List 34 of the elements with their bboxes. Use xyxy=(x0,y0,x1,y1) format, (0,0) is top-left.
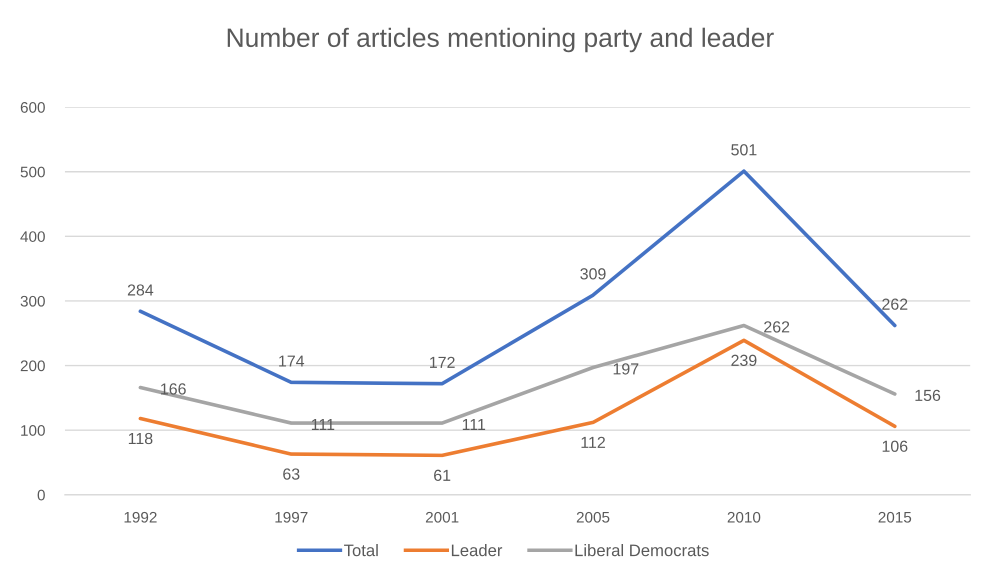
chart-title: Number of articles mentioning party and leader xyxy=(228,28,774,52)
y-tick-label: 100 xyxy=(21,425,45,436)
y-tick-label: 500 xyxy=(20,166,45,178)
data-label: 309 xyxy=(580,268,606,280)
data-label: 197 xyxy=(614,363,638,375)
data-label: 118 xyxy=(128,432,152,444)
y-tick-label: 600 xyxy=(20,102,45,113)
data-label: 262 xyxy=(882,298,908,310)
data-label: 61 xyxy=(434,470,450,481)
y-tick-label: 0 xyxy=(38,490,45,500)
data-label: 284 xyxy=(128,284,154,296)
data-label: 262 xyxy=(764,321,790,333)
x-tick-label: 1992 xyxy=(124,512,157,523)
y-tick-label: 300 xyxy=(20,296,45,307)
x-tick-label: 2005 xyxy=(576,512,610,523)
legend-label: Liberal Democrats xyxy=(575,544,709,556)
x-tick-label: 2001 xyxy=(426,512,458,523)
data-label: 174 xyxy=(279,356,304,367)
data-label: 501 xyxy=(731,144,756,156)
y-tick-label: 400 xyxy=(20,231,45,242)
data-label: 166 xyxy=(161,383,186,395)
legend-label: Total xyxy=(344,544,378,556)
data-label: 156 xyxy=(915,390,940,402)
data-label: 106 xyxy=(882,440,908,452)
x-tick-label: 2010 xyxy=(728,512,760,523)
data-label: 239 xyxy=(731,354,756,366)
data-label: 63 xyxy=(283,468,300,480)
legend-label: Leader xyxy=(452,544,502,556)
data-label: 172 xyxy=(430,356,455,368)
data-label: 112 xyxy=(582,436,605,448)
x-tick-label: 2015 xyxy=(878,512,912,523)
y-tick-label: 200 xyxy=(20,360,45,372)
data-label: 111 xyxy=(462,418,486,430)
x-tick-label: 1997 xyxy=(275,512,308,523)
